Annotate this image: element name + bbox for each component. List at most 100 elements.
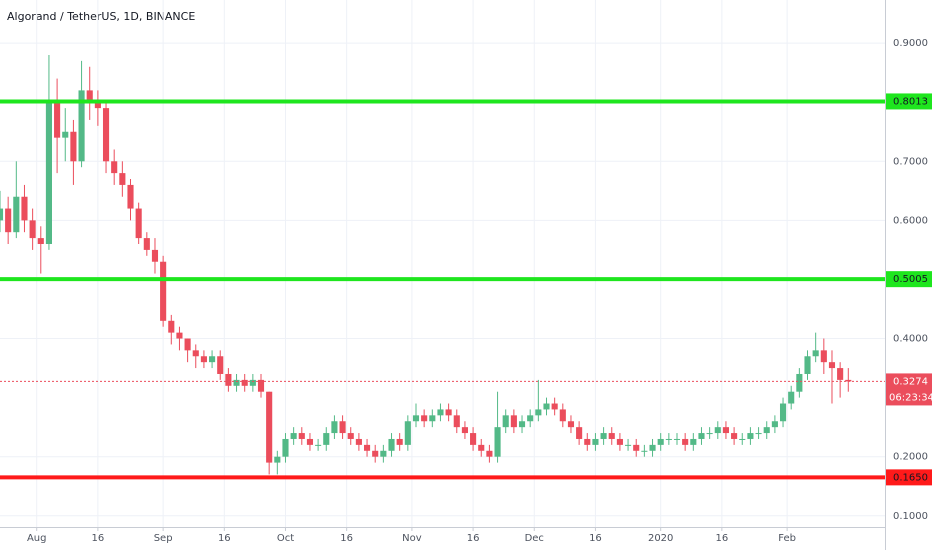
level-label-box: [886, 271, 932, 288]
x-tick-label: 2020: [648, 533, 673, 544]
candle-body: [641, 450, 648, 452]
candle-body: [478, 444, 485, 451]
candle-body: [5, 208, 12, 233]
candle-body: [771, 421, 778, 428]
candle-body: [94, 102, 101, 109]
candle-body: [233, 379, 240, 386]
y-tick-label: 0.9000: [893, 38, 928, 49]
candle-body: [355, 438, 362, 445]
candle-body: [682, 438, 689, 445]
candle-body: [323, 433, 330, 445]
candle-body: [380, 450, 387, 457]
candle-body: [576, 427, 583, 439]
candle-body: [0, 208, 4, 221]
last-price-label: 0.3274: [893, 376, 928, 387]
countdown-label: 06:23:34: [889, 392, 932, 403]
candle-body: [86, 90, 93, 103]
candle-body: [176, 332, 183, 339]
candle-body: [119, 173, 126, 185]
candle-body: [633, 444, 640, 451]
candle-body: [453, 415, 460, 428]
candle-body: [828, 362, 836, 369]
candle-body: [722, 427, 730, 434]
candle-body: [274, 456, 281, 463]
candle-body: [37, 238, 44, 245]
y-tick-label: 0.1000: [893, 511, 928, 522]
x-tick-label: 16: [589, 533, 602, 544]
candle-body: [225, 373, 232, 386]
candle-body: [625, 444, 632, 446]
candle-body: [820, 350, 827, 363]
candle-body: [649, 444, 656, 451]
candle-body: [592, 438, 599, 445]
candle-body: [331, 421, 338, 434]
x-tick-label: 16: [92, 533, 105, 544]
candle-body: [837, 368, 844, 380]
candle-body: [584, 438, 591, 445]
candle-body: [45, 102, 52, 245]
candle-body: [559, 409, 566, 422]
candle-body: [551, 403, 558, 410]
candle-body: [845, 379, 852, 382]
candle-body: [160, 261, 167, 321]
candle-body: [363, 444, 371, 451]
candle-body: [412, 415, 420, 422]
candle-body: [209, 356, 216, 363]
candle-body: [200, 356, 207, 363]
x-tick-label: Nov: [402, 533, 422, 544]
level-label: 0.5005: [893, 274, 928, 285]
x-tick-label: 16: [715, 533, 728, 544]
x-tick-label: Oct: [277, 533, 294, 544]
candle-body: [461, 427, 468, 434]
candle-body: [306, 438, 314, 445]
x-tick-label: Feb: [778, 533, 796, 544]
candle-body: [217, 356, 224, 374]
candle-body: [151, 249, 159, 262]
chart-title: Algorand / TetherUS, 1D, BINANCE: [7, 10, 195, 23]
candle-body: [543, 403, 550, 410]
candle-body: [608, 433, 615, 439]
y-tick-label: 0.7000: [893, 156, 928, 167]
candle-body: [739, 438, 746, 440]
level-label-box: [886, 93, 932, 110]
candle-body: [437, 409, 444, 416]
candle-body: [804, 356, 811, 374]
candle-body: [665, 438, 672, 440]
y-tick-label: 0.6000: [893, 215, 928, 226]
x-tick-label: Sep: [154, 533, 173, 544]
candle-body: [396, 438, 403, 445]
candle-body: [315, 444, 322, 446]
level-label: 0.8013: [893, 96, 928, 107]
candle-body: [339, 421, 346, 434]
x-tick-label: 16: [218, 533, 231, 544]
candle-body: [388, 438, 395, 451]
last-price-box: [886, 373, 932, 406]
candle-body: [779, 403, 787, 422]
candle-body: [21, 196, 28, 221]
candle-body: [111, 161, 118, 174]
candle-body: [249, 379, 256, 386]
candle-body: [502, 415, 509, 428]
candle-body: [372, 450, 379, 457]
candle-body: [135, 208, 142, 239]
candle-body: [706, 433, 713, 435]
candle-body: [70, 131, 77, 162]
candle-body: [257, 379, 265, 392]
candles: [0, 54, 852, 475]
level-label: 0.1650: [893, 472, 928, 483]
y-tick-label: 0.4000: [893, 334, 928, 345]
candle-body: [527, 415, 534, 422]
y-tick-label: 0.2000: [893, 452, 928, 463]
level-label-box: [886, 469, 932, 486]
candle-body: [127, 184, 134, 209]
x-tick-label: Dec: [525, 533, 544, 544]
candle-body: [421, 415, 428, 422]
candle-body: [143, 238, 150, 250]
candle-body: [404, 421, 411, 445]
candle-body: [714, 427, 721, 434]
candle-body: [241, 379, 248, 386]
candle-body: [192, 350, 199, 357]
candle-body: [13, 196, 20, 233]
candle-body: [470, 433, 477, 445]
candle-body: [731, 433, 738, 439]
